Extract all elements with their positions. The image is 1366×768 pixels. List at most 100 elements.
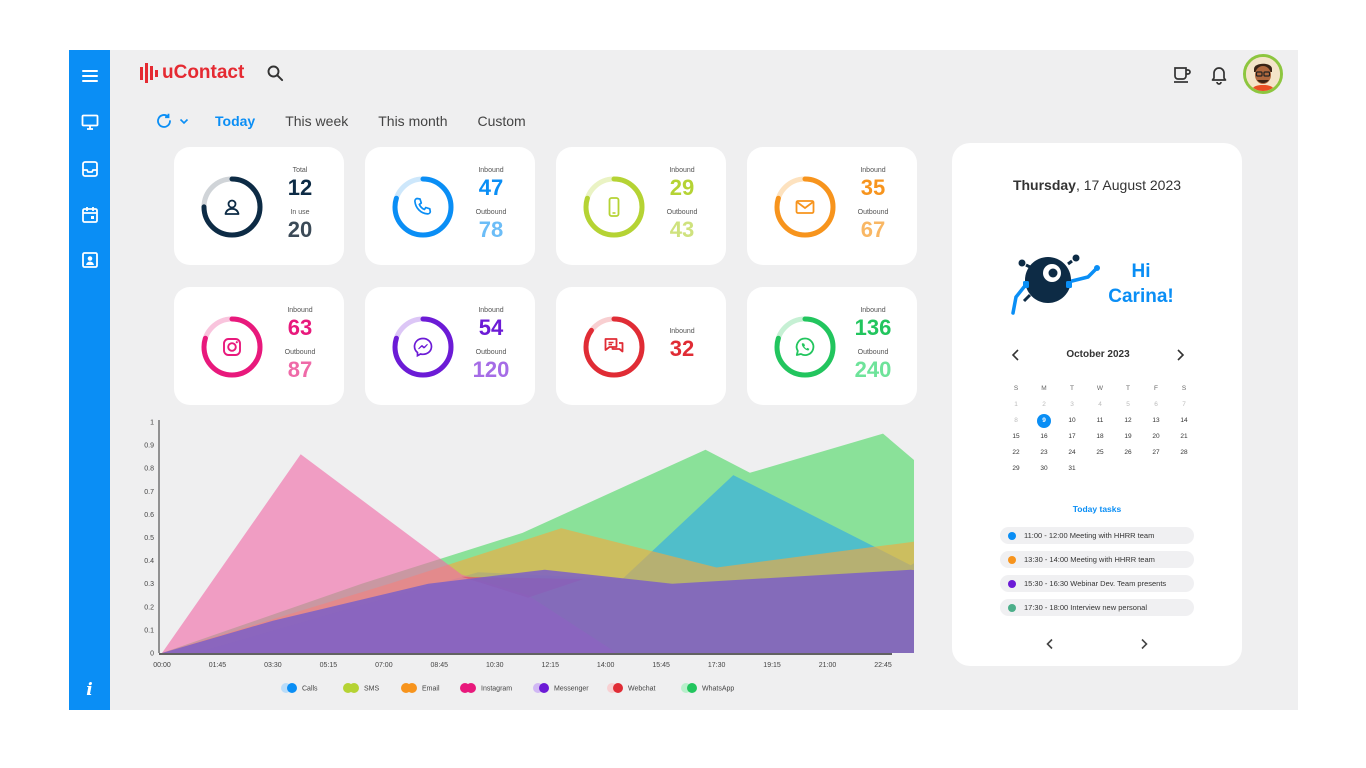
legend-item-webchat[interactable]: Webchat <box>607 683 656 693</box>
email-label1: Inbound <box>860 167 886 174</box>
calendar-day[interactable]: 20 <box>1152 433 1160 440</box>
email-value1: 35 <box>860 175 886 200</box>
calendar-icon[interactable] <box>69 200 110 230</box>
calendar-day[interactable]: 23 <box>1040 449 1048 456</box>
search-icon[interactable] <box>266 64 284 82</box>
calendar-day[interactable]: 12 <box>1124 417 1132 424</box>
tasks-next-icon[interactable] <box>1137 637 1151 651</box>
info-icon[interactable]: i <box>86 680 93 700</box>
email-ring-progress <box>774 176 836 238</box>
calendar-day[interactable]: 1 <box>1014 401 1018 408</box>
hamburger-menu-icon[interactable] <box>69 61 110 91</box>
legend-item-calls[interactable]: Calls <box>281 683 318 693</box>
legend-item-sms[interactable]: SMS <box>343 683 380 693</box>
calendar-day[interactable]: 30 <box>1040 465 1048 472</box>
legend-item-whatsapp[interactable]: WhatsApp <box>681 683 734 693</box>
calendar-day[interactable]: 11 <box>1096 417 1104 424</box>
weekday-label: M <box>1041 385 1047 392</box>
messenger-ring-progress <box>392 316 454 378</box>
sms-label2: Outbound <box>666 209 698 216</box>
calendar-day[interactable]: 25 <box>1096 449 1104 456</box>
x-tick-label: 22:45 <box>874 662 892 669</box>
y-tick-label: 0.6 <box>144 512 154 519</box>
coffee-cup-icon[interactable] <box>1171 63 1193 85</box>
legend-item-messenger[interactable]: Messenger <box>533 683 589 693</box>
legend-label: Calls <box>302 686 318 693</box>
calendar-day[interactable]: 5 <box>1126 401 1130 408</box>
task-item[interactable]: 11:00 - 12:00 Meeting with HHRR team <box>1000 527 1194 544</box>
calendar-day[interactable]: 4 <box>1098 401 1102 408</box>
user-avatar-icon <box>1246 57 1280 91</box>
task-item[interactable]: 15:30 - 16:30 Webinar Dev. Team presents <box>1000 575 1194 592</box>
calendar-day-selected[interactable]: 9 <box>1030 413 1058 429</box>
calendar-day[interactable]: 27 <box>1152 449 1160 456</box>
stat-card-agents[interactable]: Total 12 In use 20 <box>174 147 344 265</box>
inbox-icon[interactable] <box>69 154 110 184</box>
calendar-prev-icon[interactable] <box>1008 347 1024 363</box>
calendar-day[interactable]: 28 <box>1180 449 1188 456</box>
task-dot-icon <box>1008 603 1016 612</box>
tab-custom[interactable]: Custom <box>477 113 526 129</box>
calendar-day[interactable]: 16 <box>1040 433 1048 440</box>
sms-ring-progress <box>583 176 645 238</box>
calendar-day[interactable]: 24 <box>1068 449 1076 456</box>
avatar[interactable] <box>1243 54 1283 94</box>
agents-label1: Total <box>292 167 308 174</box>
stat-card-webchat[interactable]: Inbound 32 <box>556 287 726 405</box>
x-tick-label: 19:15 <box>763 662 781 669</box>
stat-card-instagram[interactable]: Inbound 63 Outbound 87 <box>174 287 344 405</box>
y-tick-label: 0.3 <box>144 581 154 588</box>
legend-label: Email <box>422 686 440 693</box>
calendar-day[interactable]: 10 <box>1068 417 1076 424</box>
stat-card-email[interactable]: Inbound 35 Outbound 67 <box>747 147 917 265</box>
calendar-day[interactable]: 2 <box>1042 401 1046 408</box>
envelope-icon <box>795 200 815 214</box>
tab-today[interactable]: Today <box>215 113 256 129</box>
calendar-day[interactable]: 18 <box>1096 433 1104 440</box>
calendar-day[interactable]: 29 <box>1012 465 1020 472</box>
calendar-day[interactable]: 8 <box>1014 417 1018 424</box>
bell-icon[interactable] <box>1208 63 1230 85</box>
current-weekday: Thursday <box>1012 177 1076 193</box>
legend-marker <box>687 683 697 693</box>
weekday-label: F <box>1154 385 1158 392</box>
calendar-day[interactable]: 15 <box>1012 433 1020 440</box>
calendar-day[interactable]: 3 <box>1070 401 1074 408</box>
chat-bubbles-icon <box>604 338 624 353</box>
contact-card-icon[interactable] <box>69 245 110 275</box>
tab-this-week[interactable]: This week <box>285 113 349 129</box>
y-tick-label: 0.7 <box>144 489 154 496</box>
stat-card-whatsapp[interactable]: Inbound 136 Outbound 240 <box>747 287 917 405</box>
messenger-ring <box>390 314 456 380</box>
sms-label1: Inbound <box>669 167 695 174</box>
calendar-day[interactable]: 13 <box>1152 417 1160 424</box>
tab-this-month[interactable]: This month <box>378 113 448 129</box>
calendar-day[interactable]: 14 <box>1180 417 1188 424</box>
calendar-day[interactable]: 6 <box>1154 401 1158 408</box>
calendar-day[interactable]: 21 <box>1180 433 1188 440</box>
calendar-day[interactable]: 19 <box>1124 433 1132 440</box>
stat-card-sms[interactable]: Inbound 29 Outbound 43 <box>556 147 726 265</box>
calendar-next-icon[interactable] <box>1172 347 1188 363</box>
calendar-day[interactable]: 26 <box>1124 449 1132 456</box>
calendar-day[interactable]: 22 <box>1012 449 1020 456</box>
task-item[interactable]: 17:30 - 18:00 Interview new personal <box>1000 599 1194 616</box>
email-ring <box>772 174 838 240</box>
stat-card-calls[interactable]: Inbound 47 Outbound 78 <box>365 147 535 265</box>
greeting: Hi Carina! <box>1096 259 1186 309</box>
sms-value1: 29 <box>669 175 695 200</box>
y-tick-label: 0.2 <box>144 604 154 611</box>
x-tick-label: 12:15 <box>541 662 559 669</box>
legend-item-email[interactable]: Email <box>401 683 440 693</box>
calendar-day[interactable]: 31 <box>1068 465 1076 472</box>
calendar-day[interactable]: 17 <box>1068 433 1076 440</box>
tasks-prev-icon[interactable] <box>1043 637 1057 651</box>
legend-item-instagram[interactable]: Instagram <box>460 683 512 693</box>
calendar-day[interactable]: 7 <box>1182 401 1186 408</box>
task-item[interactable]: 13:30 - 14:00 Meeting with HHRR team <box>1000 551 1194 568</box>
stat-card-messenger[interactable]: Inbound 54 Outbound 120 <box>365 287 535 405</box>
messenger-icon <box>413 337 433 358</box>
refresh-dropdown[interactable] <box>155 112 189 130</box>
legend-marker <box>287 683 297 693</box>
monitor-icon[interactable] <box>69 107 110 137</box>
